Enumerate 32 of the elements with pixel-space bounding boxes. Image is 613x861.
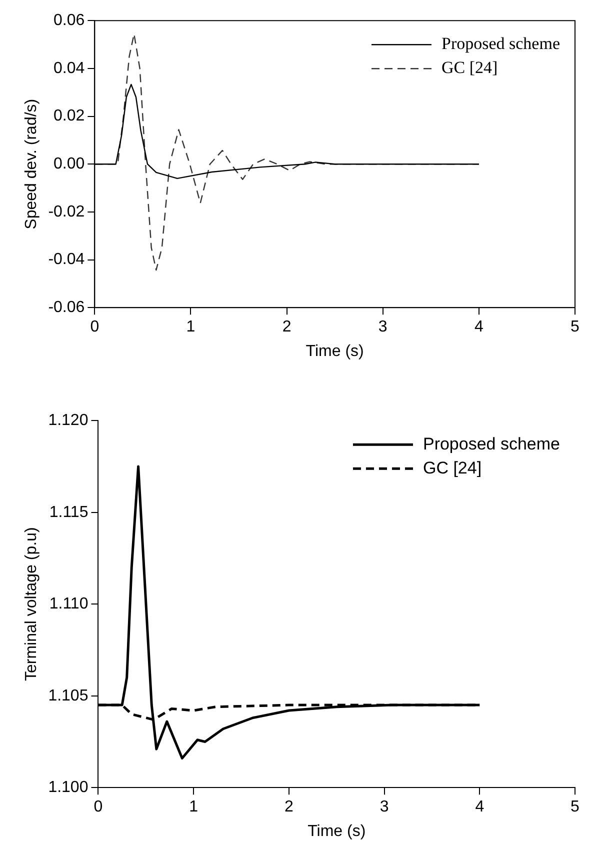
legend-label: Proposed scheme [442, 34, 560, 54]
y-tick-label: 0.06 [54, 12, 85, 30]
legend-label: GC [24] [422, 458, 482, 478]
y-tick-label: -0.06 [48, 299, 85, 316]
y-tick-label: 1.120 [48, 412, 88, 430]
y-tick-label: -0.04 [48, 251, 85, 268]
x-tick-label: 2 [282, 318, 292, 336]
x-tick-label: 0 [90, 318, 100, 336]
x-tick-label: 3 [378, 318, 388, 336]
y-tick-label: 0.02 [54, 108, 85, 125]
x-axis-title: Time (s) [306, 342, 364, 360]
legend-label: GC [24] [442, 58, 498, 78]
x-tick-label: 5 [570, 798, 580, 816]
x-tick-label: 1 [189, 798, 198, 816]
legend-label: Proposed scheme [422, 434, 560, 454]
y-tick-label: 1.100 [48, 779, 88, 796]
y-tick-label: 1.105 [48, 687, 88, 704]
x-axis-title: Time (s) [308, 822, 366, 840]
y-tick-label: -0.02 [48, 203, 85, 220]
x-tick-label: 2 [284, 798, 294, 816]
x-tick-label: 3 [380, 798, 389, 816]
y-axis-title: Speed dev. (rad/s) [23, 98, 40, 230]
y-tick-label: 1.110 [49, 596, 88, 613]
y-axis-title: Terminal voltage (p.u) [23, 527, 40, 682]
x-tick-label: 4 [475, 798, 484, 816]
x-tick-label: 1 [186, 318, 196, 336]
x-tick-label: 5 [570, 318, 580, 336]
x-tick-label: 0 [94, 798, 103, 816]
y-tick-label: 0.04 [54, 60, 85, 77]
y-tick-label: 1.115 [49, 504, 88, 521]
x-tick-label: 4 [474, 318, 484, 336]
y-tick-label: 0.00 [54, 156, 85, 173]
